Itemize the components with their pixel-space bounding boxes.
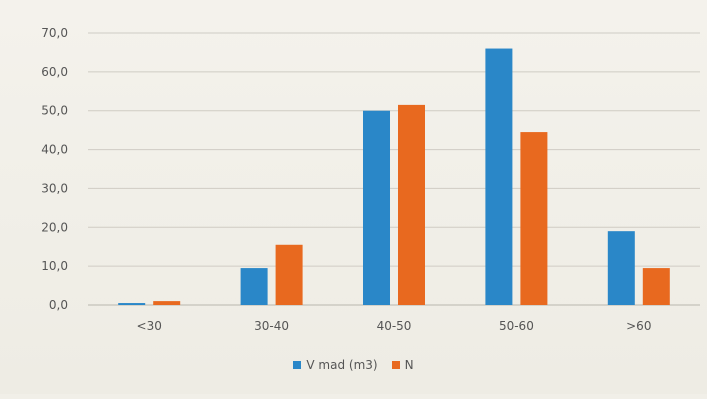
bar-v-mad	[240, 268, 268, 305]
legend-swatch-n	[391, 361, 400, 369]
y-tick-label: 20,0	[41, 220, 68, 234]
y-tick-label: 50,0	[41, 104, 68, 118]
bar-v-mad	[607, 231, 635, 305]
x-tick-label: >60	[626, 319, 651, 333]
bar-n	[642, 268, 670, 305]
bar-n	[398, 104, 425, 305]
y-tick-label: 40,0	[41, 143, 68, 157]
legend-item-v-mad: V mad (m3)	[293, 358, 378, 372]
bar-n	[153, 301, 181, 305]
legend: V mad (m3) N	[0, 358, 707, 372]
y-tick-label: 60,0	[41, 65, 68, 79]
y-tick-label: 30,0	[41, 181, 68, 195]
legend-item-n: N	[391, 358, 414, 372]
legend-label-v-mad: V mad (m3)	[306, 358, 378, 372]
y-tick-label: 0,0	[49, 298, 68, 312]
x-tick-label: <30	[137, 319, 162, 333]
gridlines	[88, 32, 700, 306]
x-axis-tick-labels: <30 30-40 40-50 50-60 >60	[137, 319, 652, 333]
y-axis-tick-labels: 0,0 10,0 20,0 30,0 40,0 50,0 60,0 70,0	[41, 26, 68, 312]
bar-v-mad	[485, 48, 513, 306]
x-tick-label: 30-40	[254, 319, 289, 333]
x-tick-label: 50-60	[499, 319, 534, 333]
y-tick-label: 70,0	[41, 26, 68, 40]
bar-v-mad	[363, 110, 390, 305]
y-tick-label: 10,0	[41, 259, 68, 273]
bar-v-mad	[118, 303, 146, 305]
bar-n	[520, 132, 548, 305]
bar-n	[275, 244, 303, 305]
legend-label-n: N	[404, 358, 414, 372]
legend-swatch-v-mad	[293, 361, 302, 369]
x-tick-label: 40-50	[377, 319, 412, 333]
bars	[118, 48, 670, 306]
